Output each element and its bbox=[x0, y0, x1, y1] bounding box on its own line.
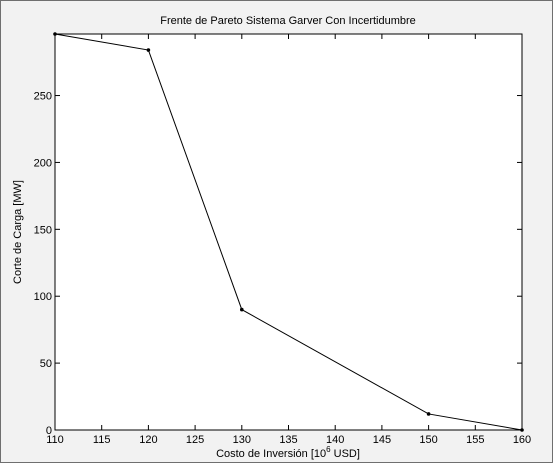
x-tick-label: 155 bbox=[466, 434, 484, 446]
y-tick-label: 100 bbox=[34, 291, 52, 303]
x-axis: 110 115 120 125 130 135 140 145 150 155 160 bbox=[46, 34, 531, 446]
data-point bbox=[53, 32, 57, 36]
x-tick-label: 130 bbox=[233, 434, 251, 446]
x-axis-label: Costo de Inversión [106 USD] bbox=[216, 445, 360, 460]
plot-area bbox=[54, 33, 523, 431]
y-axis: 0 50 100 150 200 250 bbox=[34, 91, 522, 437]
y-tick-label: 150 bbox=[34, 224, 52, 236]
x-tick-label: 125 bbox=[186, 434, 204, 446]
x-tick-label: 135 bbox=[279, 434, 297, 446]
data-point bbox=[240, 307, 244, 312]
x-tick-label: 150 bbox=[419, 434, 437, 446]
chart-title: Frente de Pareto Sistema Garver Con Ince… bbox=[160, 15, 416, 27]
y-tick-label: 50 bbox=[40, 358, 52, 370]
x-tick-label: 145 bbox=[373, 434, 391, 446]
y-tick-label: 250 bbox=[34, 91, 52, 103]
data-point bbox=[520, 428, 524, 432]
x-axis-label-superscript: 6 bbox=[326, 445, 331, 454]
x-tick-label: 115 bbox=[93, 434, 111, 446]
y-axis-label: Corte de Carga [MW] bbox=[12, 180, 24, 284]
x-axis-label-main: Costo de Inversión [10 bbox=[216, 448, 326, 460]
data-point bbox=[146, 48, 151, 52]
y-tick-label: 200 bbox=[34, 157, 52, 169]
x-tick-label: 160 bbox=[513, 434, 531, 446]
x-tick-label: 110 bbox=[46, 434, 64, 446]
y-tick-label: 0 bbox=[46, 425, 52, 437]
series-group bbox=[53, 32, 524, 432]
x-tick-label: 120 bbox=[139, 434, 157, 446]
data-point bbox=[426, 412, 431, 416]
x-tick-label: 140 bbox=[326, 434, 344, 446]
x-axis-label-tail: USD] bbox=[331, 448, 360, 460]
